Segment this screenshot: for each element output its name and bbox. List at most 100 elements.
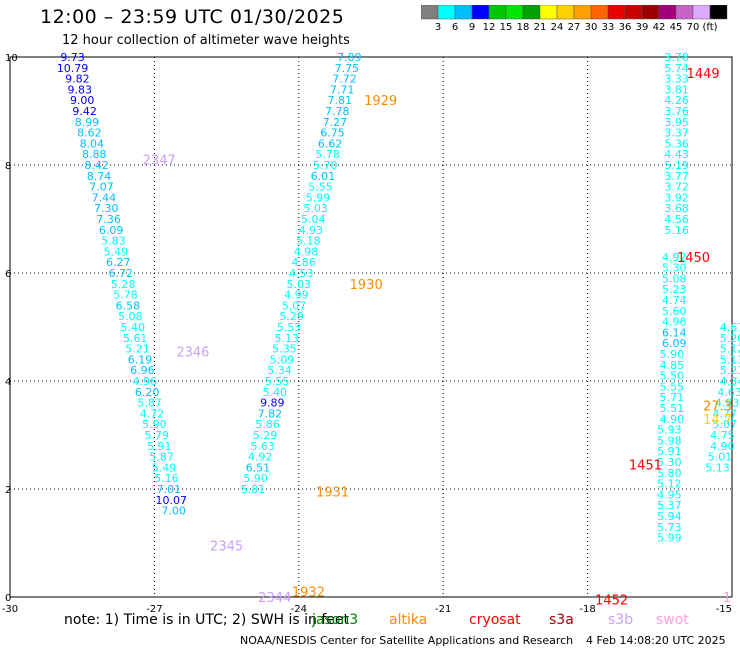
wave-height-point: 5.20 [720, 332, 740, 345]
wave-height-point: 9.83 [68, 83, 93, 96]
wave-height-point: 9.00 [70, 94, 95, 107]
y-tick-label: 2 [5, 485, 11, 496]
wave-height-point: 5.94 [657, 510, 682, 523]
satellite-legend-swot: swot [656, 612, 689, 628]
wave-height-point: 5.50 [660, 370, 685, 383]
wave-height-point: 4.90 [660, 413, 685, 426]
wave-height-point: 5.30 [657, 456, 682, 469]
wave-height-point: 8.04 [80, 137, 105, 150]
wave-height-point: 4.99 [284, 289, 309, 302]
y-tick-label: 6 [5, 269, 11, 280]
wave-height-point: 4.96 [662, 316, 687, 329]
pass-time-label: 2346 [176, 345, 209, 360]
wave-height-point: 5.04 [301, 213, 326, 226]
x-tick-label: -21 [435, 604, 451, 615]
chart-note: note: 1) Time is in UTC; 2) SWH is in fe… [64, 612, 350, 628]
wave-height-point: 5.51 [660, 402, 685, 415]
wave-height-point: 5.40 [262, 386, 287, 399]
wave-height-point: 4.34 [720, 375, 740, 388]
wave-height-point: 7.01 [157, 483, 182, 496]
wave-height-point: 5.99 [657, 532, 682, 545]
wave-height-point: 5.40 [120, 321, 145, 334]
wave-height-point: 5.99 [306, 191, 331, 204]
wave-height-point: 5.13 [705, 461, 730, 474]
wave-height-point: 10.79 [57, 62, 89, 75]
pass-time-label: 2347 [143, 154, 176, 169]
wave-height-point: 7.36 [96, 213, 121, 226]
wave-height-point: 7.00 [161, 505, 186, 518]
pass-time-label: 1451 [629, 459, 662, 474]
wave-height-point: 5.87 [149, 451, 174, 464]
satellite-legend-altika: altika [389, 612, 428, 628]
wave-height-point: 5.79 [145, 429, 170, 442]
wave-height-point: 7.72 [332, 73, 357, 86]
wave-height-point: 3.95 [664, 116, 689, 129]
wave-height-point: 9.73 [60, 51, 85, 64]
wave-height-point: 5.71 [660, 391, 685, 404]
wave-height-point: 5.09 [270, 353, 295, 366]
wave-height-point: 8.62 [77, 127, 102, 140]
wave-height-point: 4.86 [291, 256, 316, 269]
wave-height-point: 4.53 [289, 267, 314, 280]
wave-height-point: 5.07 [713, 418, 738, 431]
satellite-legend-s3b: s3b [608, 612, 634, 628]
pass-time-label: 1450 [677, 251, 710, 266]
wave-height-point: 5.23 [662, 283, 687, 296]
colorbar-tick-label: (ft) [702, 22, 717, 33]
wave-height-point: 5.61 [123, 332, 148, 345]
generation-timestamp: 4 Feb 14:08:20 UTC 2025 [586, 634, 726, 647]
wave-height-point: 5.34 [267, 364, 292, 377]
wave-height-point: 5.12 [720, 343, 740, 356]
wave-height-point: 4.96 [133, 375, 158, 388]
wave-height-point: 4.63 [717, 386, 740, 399]
wave-height-point: 4.56 [664, 213, 689, 226]
colorbar-tick-label: 21 [534, 22, 547, 33]
pass-time-label: 1930 [350, 278, 383, 293]
y-tick-label: 4 [5, 377, 11, 388]
wave-height-point: 5.16 [664, 224, 689, 237]
wave-height-point: 5.98 [657, 434, 682, 447]
x-tick-label: -18 [579, 604, 595, 615]
wave-height-point: 5.18 [296, 235, 321, 248]
wave-height-point: 4.93 [299, 224, 324, 237]
wave-height-point: 6.09 [662, 337, 687, 350]
wave-height-point: 8.42 [84, 159, 109, 172]
wave-height-point: 7.81 [327, 94, 352, 107]
colorbar-tick-label: 33 [602, 22, 615, 33]
wave-height-point: 5.90 [243, 472, 268, 485]
wave-height-point: 5.37 [657, 499, 682, 512]
wave-height-point: 5.55 [265, 375, 290, 388]
wave-height-point: 6.27 [106, 256, 131, 269]
wave-height-point: 7.89 [337, 51, 362, 64]
wave-height-point: 5.16 [154, 472, 179, 485]
credit-text: NOAA/NESDIS Center for Satellite Applica… [240, 634, 574, 647]
satellite-legend-s3a: s3a [549, 612, 574, 628]
colorbar-swatch [709, 5, 728, 20]
wave-height-point: 9.89 [260, 397, 285, 410]
wave-height-point: 6.20 [135, 386, 160, 399]
wave-height-point: 5.03 [303, 202, 328, 215]
colorbar-tick-label: 27 [568, 22, 581, 33]
wave-height-point: 5.78 [113, 289, 138, 302]
wave-height-point: 5.13 [720, 353, 740, 366]
colorbar-tick-label: 42 [653, 22, 666, 33]
wave-height-point: 3.33 [664, 73, 689, 86]
wave-height-point: 5.60 [662, 305, 687, 318]
plot-frame [9, 56, 733, 598]
wave-height-point: 5.70 [313, 159, 338, 172]
colorbar-tick-label: 36 [619, 22, 632, 33]
wave-height-point: 6.14 [662, 326, 687, 339]
wave-height-point: 6.01 [311, 170, 336, 183]
pass-time-label: 2345 [210, 540, 243, 555]
y-tick-label: 10 [5, 53, 18, 64]
wave-height-point: 5.53 [277, 321, 302, 334]
colorbar-tick-label: 70 [687, 22, 700, 33]
wave-height-point: 4.92 [248, 451, 273, 464]
wave-height-point: 5.49 [152, 461, 177, 474]
colorbar-tick-label: 39 [636, 22, 649, 33]
wave-height-point: 5.21 [125, 343, 150, 356]
pass-time-label: 1932 [292, 586, 325, 601]
colorbar-tick-label: 6 [452, 22, 458, 33]
wave-height-point: 5.19 [664, 159, 689, 172]
